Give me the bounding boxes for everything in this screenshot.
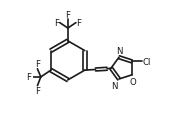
Text: N: N bbox=[111, 81, 117, 90]
Text: F: F bbox=[54, 19, 59, 28]
Text: F: F bbox=[77, 19, 82, 28]
Text: F: F bbox=[35, 60, 40, 69]
Text: F: F bbox=[35, 86, 40, 95]
Text: F: F bbox=[27, 73, 31, 82]
Text: Cl: Cl bbox=[142, 57, 151, 66]
Text: N: N bbox=[116, 46, 122, 55]
Text: O: O bbox=[129, 78, 136, 86]
Text: F: F bbox=[65, 10, 70, 19]
